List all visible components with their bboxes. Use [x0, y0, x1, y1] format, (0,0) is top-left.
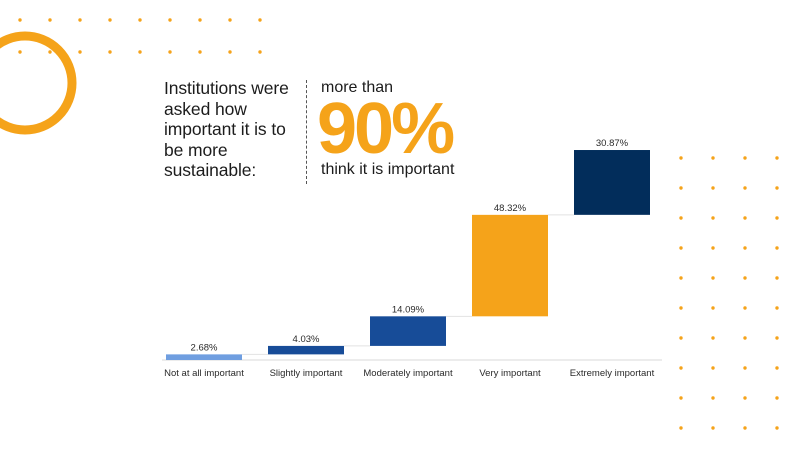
bar-moderately-important [370, 316, 446, 346]
decorative-dot [679, 366, 683, 370]
decorative-dot [775, 396, 779, 400]
decorative-dot [711, 426, 715, 430]
data-label: 14.09% [392, 304, 425, 315]
decorative-dot [775, 306, 779, 310]
survey-question: Institutions were asked how important it… [164, 78, 289, 180]
decorative-dot [168, 50, 172, 54]
decorative-dot [679, 186, 683, 190]
bar-not-at-all-important [166, 354, 242, 360]
decorative-dot [775, 366, 779, 370]
decorative-dot [743, 186, 747, 190]
decorative-dot [679, 156, 683, 160]
decorative-dot [258, 50, 262, 54]
decorative-dot [679, 336, 683, 340]
x-tick-label: Slightly important [270, 368, 343, 379]
decorative-dot [198, 18, 202, 22]
decorative-dot [743, 396, 747, 400]
decorative-dot [711, 336, 715, 340]
callout-suffix: think it is important [321, 161, 455, 178]
x-tick-label: Extremely important [570, 368, 655, 379]
decorative-dot [743, 246, 747, 250]
decorative-dot [743, 216, 747, 220]
decorative-dot [743, 426, 747, 430]
callout-prefix: more than [321, 79, 394, 96]
dot-grid-top-left [18, 18, 262, 54]
decorative-dot [711, 396, 715, 400]
decorative-dot [48, 50, 52, 54]
decorative-dot [198, 50, 202, 54]
decorative-dot [711, 276, 715, 280]
decorative-dot [711, 246, 715, 250]
decorative-dot [78, 50, 82, 54]
x-tick-label: Not at all important [164, 368, 244, 379]
decorative-dot [679, 306, 683, 310]
decorative-dot [78, 18, 82, 22]
callout-percentage: 90% [317, 89, 455, 169]
decorative-dot [228, 18, 232, 22]
x-tick-label: Moderately important [363, 368, 453, 379]
decorative-dot [743, 156, 747, 160]
decorative-dot [711, 156, 715, 160]
decorative-dot [108, 50, 112, 54]
decorative-dot [711, 186, 715, 190]
decorative-dot [18, 50, 22, 54]
decorative-dot [775, 276, 779, 280]
decorative-dot [258, 18, 262, 22]
decorative-dot [775, 426, 779, 430]
decorative-dot [775, 156, 779, 160]
dot-grid-right [679, 156, 779, 430]
data-label: 30.87% [596, 138, 629, 149]
data-label: 48.32% [494, 203, 527, 214]
decorative-ring [0, 31, 77, 135]
x-tick-label: Very important [479, 368, 541, 379]
data-label: 2.68% [191, 342, 218, 353]
bar-slightly-important [268, 345, 344, 355]
decorative-dot [679, 216, 683, 220]
decorative-dot [138, 50, 142, 54]
decorative-dot [18, 18, 22, 22]
waterfall-chart: 2.68% Not at all important 4.03% Slightly i… [162, 138, 662, 379]
decorative-dot [775, 336, 779, 340]
decorative-dot [711, 366, 715, 370]
decorative-dot [775, 186, 779, 190]
data-label: 4.03% [293, 334, 320, 345]
decorative-dot [743, 276, 747, 280]
decorative-dot [168, 18, 172, 22]
bar-extremely-important [574, 150, 650, 215]
decorative-dot [48, 18, 52, 22]
bar-very-important [472, 214, 548, 317]
decorative-dot [775, 246, 779, 250]
decorative-dot [228, 50, 232, 54]
decorative-dot [743, 366, 747, 370]
decorative-dot [711, 306, 715, 310]
decorative-dot [679, 276, 683, 280]
decorative-dot [138, 18, 142, 22]
decorative-dot [679, 426, 683, 430]
decorative-dot [775, 216, 779, 220]
decorative-dot [679, 396, 683, 400]
decorative-dot [679, 246, 683, 250]
decorative-dot [743, 306, 747, 310]
decorative-dot [743, 336, 747, 340]
decorative-dot [108, 18, 112, 22]
decorative-dot [711, 216, 715, 220]
dashed-divider [306, 80, 307, 184]
